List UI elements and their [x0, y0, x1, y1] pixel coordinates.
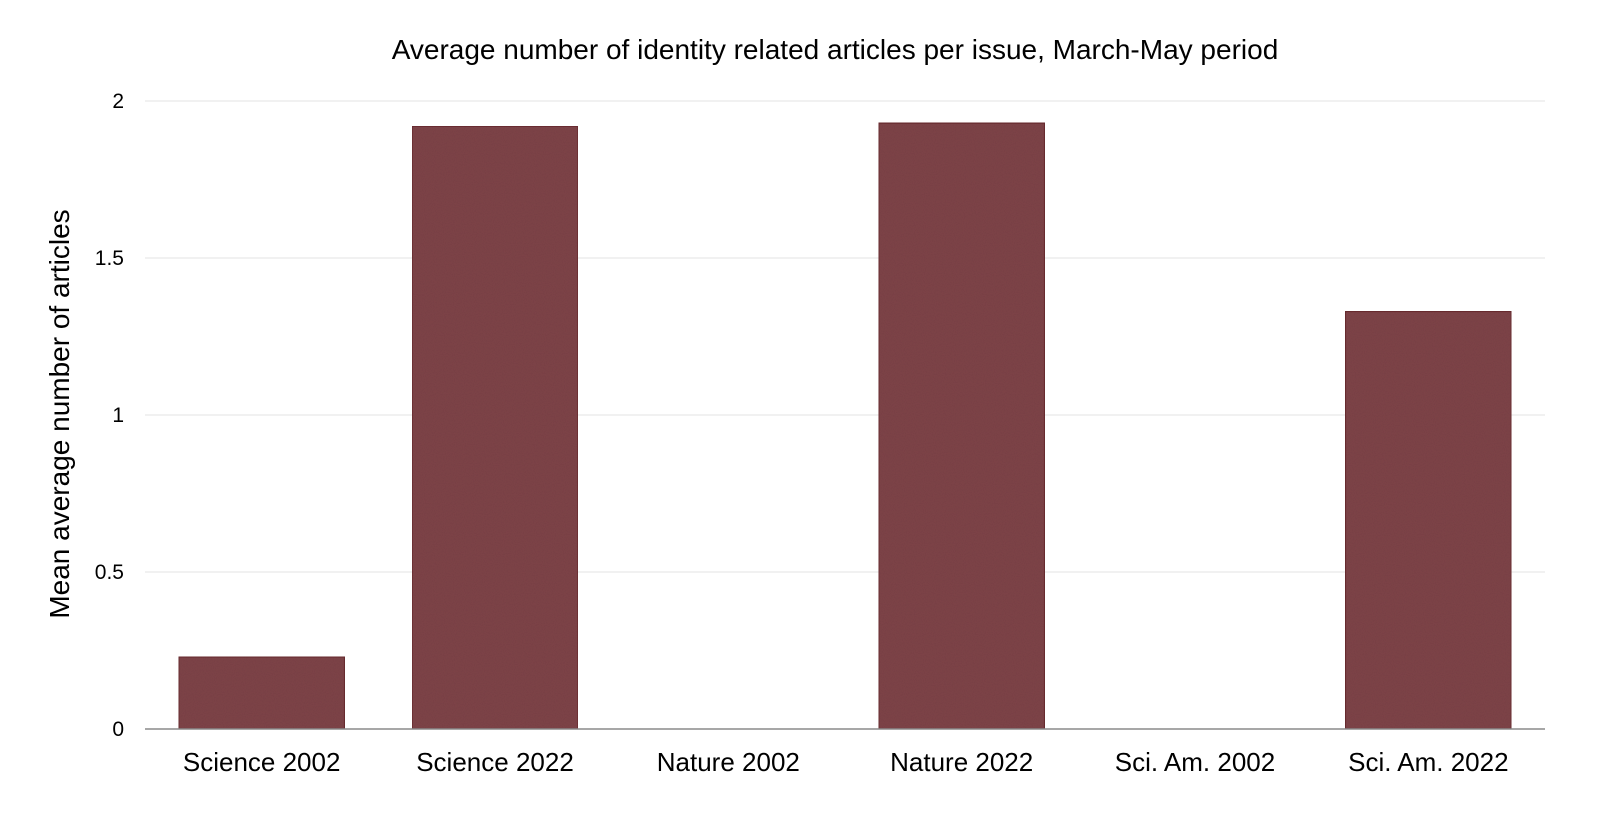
bar — [877, 122, 1046, 730]
y-tick-label: 0 — [112, 718, 124, 741]
y-tick-label: 1 — [112, 404, 124, 427]
y-tick-label: 1.5 — [95, 247, 124, 270]
bar — [177, 656, 346, 730]
x-tick-label: Nature 2002 — [657, 747, 800, 777]
bar — [411, 125, 579, 730]
x-tick-label: Sci. Am. 2022 — [1348, 747, 1508, 777]
y-tick-label: 0.5 — [95, 561, 124, 584]
x-tick-label: Nature 2022 — [890, 747, 1033, 777]
x-axis-categories: Science 2002 Science 2022 Nature 2002 Natur… — [183, 747, 1509, 777]
y-axis-label: Mean average number of articles — [44, 209, 75, 618]
gridlines — [145, 100, 1545, 573]
x-tick-label: Science 2022 — [416, 747, 574, 777]
x-tick-label: Sci. Am. 2002 — [1115, 747, 1275, 777]
chart-title: Average number of identity related artic… — [392, 34, 1279, 65]
bars — [177, 122, 1513, 730]
y-axis-ticks: 0 0.5 1 1.5 2 — [95, 90, 124, 741]
bar — [1344, 310, 1513, 730]
y-tick-label: 2 — [112, 90, 124, 113]
x-tick-label: Science 2002 — [183, 747, 341, 777]
